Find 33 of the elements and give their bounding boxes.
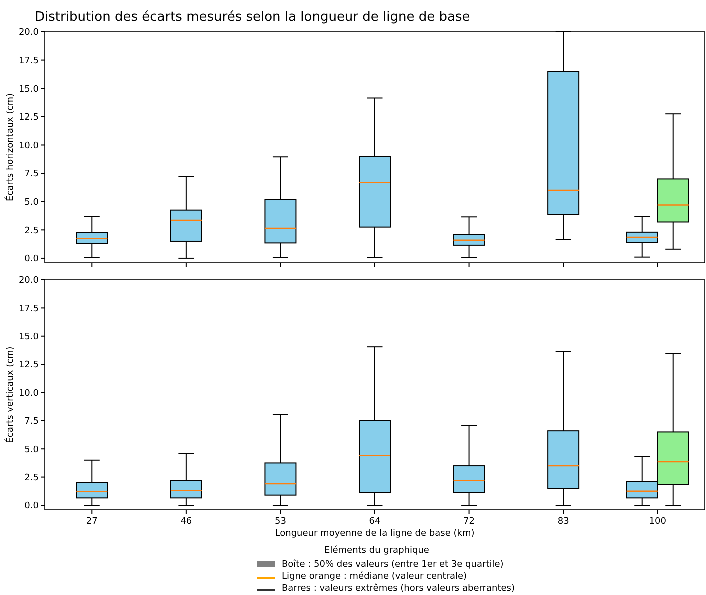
x-tick-label: 72 (464, 517, 476, 527)
y-tick-label: 5.0 (24, 198, 40, 208)
y-tick-label: 12.5 (18, 360, 39, 371)
y-tick-label: 17.5 (18, 304, 39, 314)
text: Barres : valeurs extrêmes (hors valeurs aberrantes) (282, 583, 515, 594)
y-axis-title: Écarts horizontaux (cm) (4, 94, 16, 202)
y-tick-label: 7.5 (24, 417, 39, 428)
x-tick-label: 27 (86, 517, 98, 527)
chart-title: Distribution des écarts mesurés selon la longueur de ligne de base (35, 10, 470, 25)
x-tick-label: 100 (649, 517, 667, 527)
y-tick-label: 5.0 (24, 445, 40, 456)
y-tick-label: 20.0 (18, 28, 40, 38)
text: Eléments du graphique (324, 545, 430, 556)
y-tick-label: 15.0 (18, 332, 40, 343)
y-tick-label: 0.0 (24, 254, 40, 265)
y-tick-label: 2.5 (24, 226, 39, 236)
y-tick-label: 10.0 (18, 141, 40, 152)
y-tick-label: 20.0 (18, 276, 40, 286)
text: Boîte : 50% des valeurs (entre 1er et 3e quartile) (282, 559, 504, 570)
y-tick-label: 7.5 (24, 170, 39, 180)
x-tick-label: 64 (369, 517, 381, 527)
y-axis-title: Écarts verticaux (cm) (4, 346, 16, 444)
text: Ligne orange : médiane (valeur centrale) (282, 571, 468, 582)
x-tick-label: 83 (558, 517, 570, 527)
y-tick-label: 17.5 (18, 56, 39, 66)
x-tick-label: 53 (274, 517, 286, 527)
y-tick-label: 10.0 (18, 388, 40, 399)
y-tick-label: 2.5 (24, 473, 39, 484)
x-tick-label: 46 (180, 517, 192, 527)
y-tick-label: 12.5 (18, 113, 39, 124)
x-axis-title: Longueur moyenne de la ligne de base (km) (275, 529, 475, 539)
y-tick-label: 15.0 (18, 84, 40, 95)
y-tick-label: 0.0 (24, 502, 40, 512)
